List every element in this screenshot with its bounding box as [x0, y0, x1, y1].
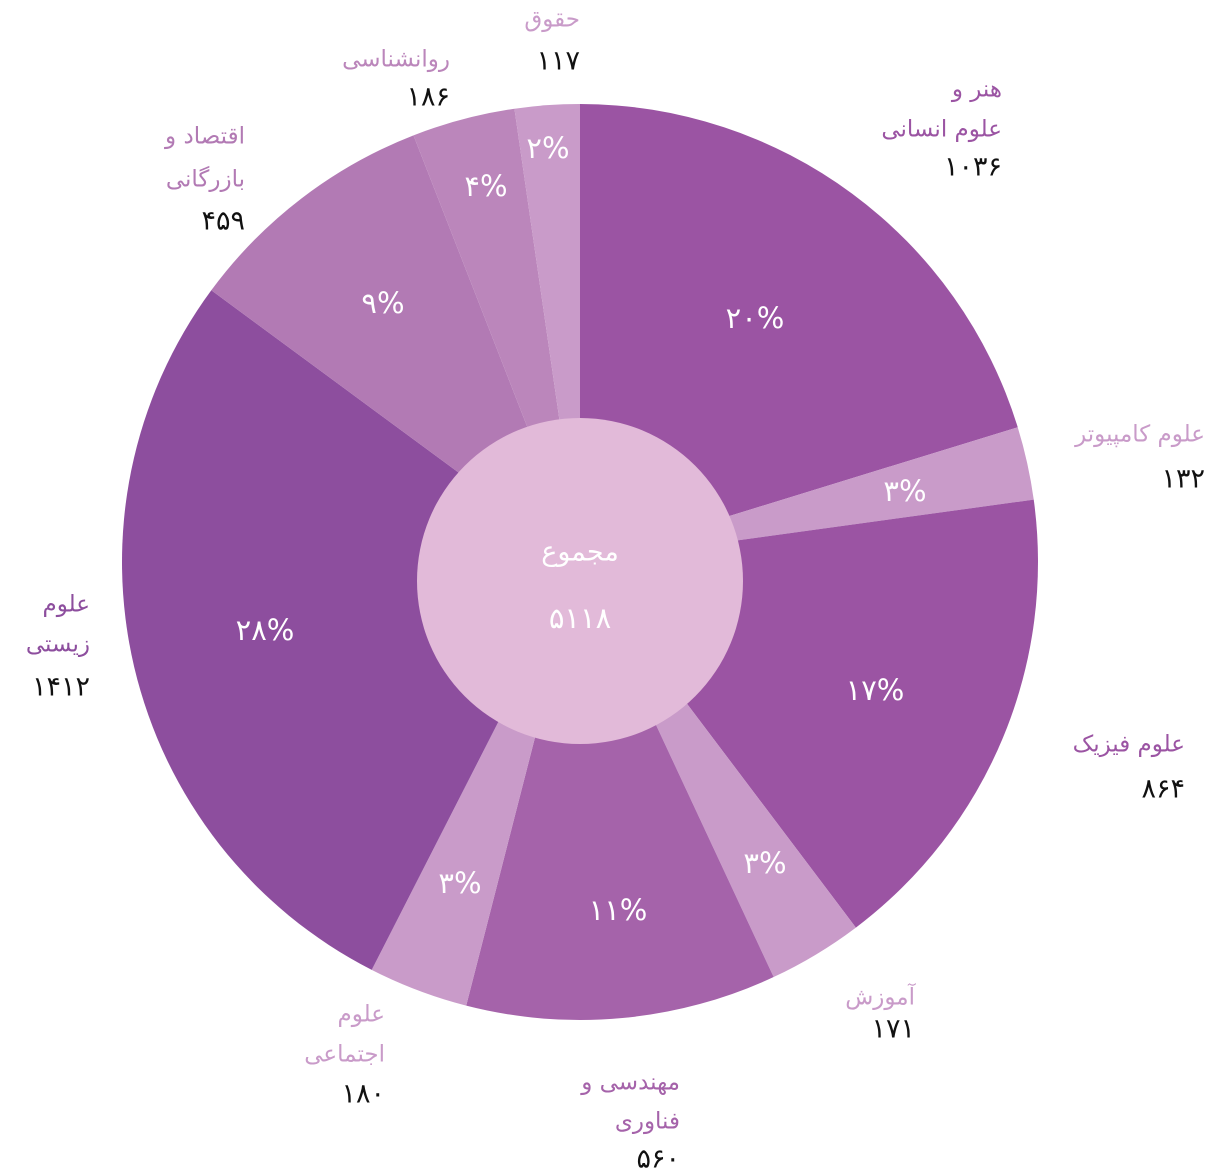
labels: هنر و علوم انسانی ۱۰۳۶ ۲۰% علوم کامپیوتر ۱۳۲ ۳…: [26, 7, 1205, 1173]
value-label: ۱۰۳۶: [944, 152, 1002, 183]
total-label: مجموع: [541, 537, 619, 568]
percent-label: ۳%: [438, 866, 481, 900]
category-label: علوم فیزیک: [1073, 732, 1185, 758]
category-label: حقوق: [524, 7, 580, 33]
value-label: ۵۶۰: [636, 1144, 680, 1173]
percent-label: ۳%: [883, 474, 926, 508]
category-label: علوم انسانی: [881, 117, 1002, 143]
percent-label: ۹%: [361, 286, 404, 320]
category-label: هنر و: [951, 77, 1002, 103]
center-circle: [417, 418, 743, 744]
category-label: مهندسی و: [580, 1070, 680, 1096]
value-label: ۱۱۷: [536, 46, 580, 77]
percent-label: ۳%: [743, 846, 786, 880]
category-label: زیستی: [26, 632, 90, 658]
value-label: ۱۸۶: [406, 82, 450, 113]
value-label: ۸۶۴: [1141, 774, 1185, 805]
slice: [121, 290, 581, 970]
category-label: اقتصاد و: [164, 124, 245, 150]
percent-label: ۲۸%: [236, 613, 295, 647]
percent-label: ۱۷%: [846, 673, 905, 707]
percent-label: ۱۱%: [589, 893, 648, 927]
slice: [466, 562, 774, 1021]
category-label: اجتماعی: [304, 1042, 385, 1068]
category-label: علوم کامپیوتر: [1074, 422, 1205, 448]
total-value: ۵۱۱۸: [549, 601, 611, 635]
category-label: بازرگانی: [166, 166, 245, 193]
category-label: روانشناسی: [342, 47, 450, 73]
value-label: ۱۳۲: [1161, 464, 1205, 495]
category-label: علوم: [338, 1002, 385, 1028]
category-label: فناوری: [615, 1109, 680, 1135]
value-label: ۱۷۱: [871, 1014, 915, 1045]
value-label: ۱۸۰: [341, 1079, 385, 1110]
value-label: ۱۴۱۲: [32, 672, 90, 703]
percent-label: ۲%: [526, 131, 569, 165]
slice: [580, 104, 1018, 562]
category-label: علوم: [43, 592, 90, 618]
category-label: آموزش: [845, 983, 916, 1011]
percent-label: ۴%: [464, 169, 507, 203]
value-label: ۴۵۹: [201, 206, 245, 237]
percent-label: ۲۰%: [726, 301, 785, 335]
